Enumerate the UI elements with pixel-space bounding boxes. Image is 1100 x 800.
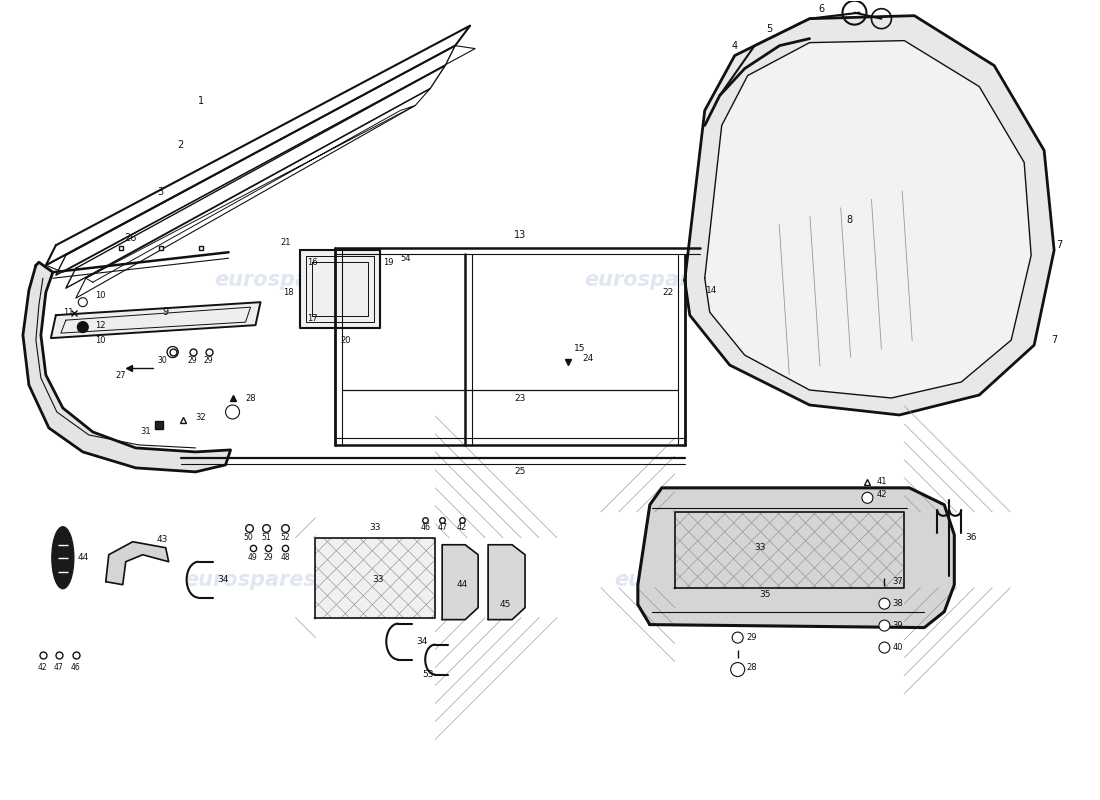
Circle shape bbox=[862, 492, 873, 503]
Text: 46: 46 bbox=[70, 663, 80, 672]
Text: 10: 10 bbox=[96, 290, 106, 300]
Circle shape bbox=[226, 405, 240, 419]
Text: 47: 47 bbox=[437, 523, 448, 532]
Text: 33: 33 bbox=[370, 523, 381, 532]
Polygon shape bbox=[106, 542, 168, 585]
Polygon shape bbox=[488, 545, 525, 620]
Text: 53: 53 bbox=[422, 670, 435, 679]
Text: 20: 20 bbox=[340, 336, 351, 345]
Polygon shape bbox=[705, 41, 1031, 398]
Circle shape bbox=[730, 662, 745, 677]
Circle shape bbox=[167, 346, 178, 358]
Polygon shape bbox=[51, 302, 261, 338]
Text: 39: 39 bbox=[892, 621, 903, 630]
Text: 33: 33 bbox=[754, 543, 766, 552]
Text: 13: 13 bbox=[514, 230, 526, 240]
Text: 42: 42 bbox=[458, 523, 468, 532]
Text: 2: 2 bbox=[177, 141, 184, 150]
Text: 35: 35 bbox=[759, 590, 770, 599]
Text: 44: 44 bbox=[456, 580, 468, 589]
Text: 29: 29 bbox=[204, 355, 213, 365]
Text: 40: 40 bbox=[892, 643, 903, 652]
Circle shape bbox=[879, 620, 890, 631]
Text: 28: 28 bbox=[245, 394, 256, 402]
Polygon shape bbox=[442, 545, 478, 620]
Text: 31: 31 bbox=[141, 427, 151, 437]
Polygon shape bbox=[674, 512, 904, 588]
Text: 7: 7 bbox=[1056, 240, 1063, 250]
Text: 43: 43 bbox=[157, 535, 168, 544]
Text: 23: 23 bbox=[515, 394, 526, 402]
Text: 29: 29 bbox=[747, 633, 757, 642]
Text: 49: 49 bbox=[248, 554, 257, 562]
Text: 3: 3 bbox=[157, 187, 164, 198]
Text: 51: 51 bbox=[262, 534, 272, 542]
Text: eurospares: eurospares bbox=[614, 570, 746, 590]
Text: 12: 12 bbox=[96, 321, 106, 330]
Polygon shape bbox=[685, 16, 1054, 415]
Text: 5: 5 bbox=[767, 24, 772, 34]
Text: 21: 21 bbox=[280, 238, 290, 246]
Text: 9: 9 bbox=[163, 307, 168, 317]
Circle shape bbox=[733, 632, 744, 643]
Text: 22: 22 bbox=[662, 288, 673, 297]
Text: 1: 1 bbox=[198, 95, 204, 106]
Text: 50: 50 bbox=[243, 534, 253, 542]
Text: 7: 7 bbox=[1050, 335, 1057, 345]
Circle shape bbox=[167, 346, 178, 358]
Text: eurospares: eurospares bbox=[214, 270, 346, 290]
Text: 38: 38 bbox=[892, 599, 903, 608]
Text: 4: 4 bbox=[732, 41, 738, 50]
Text: 54: 54 bbox=[400, 254, 410, 262]
Text: 18: 18 bbox=[283, 288, 294, 297]
Text: 47: 47 bbox=[54, 663, 64, 672]
Text: 37: 37 bbox=[892, 577, 903, 586]
Text: 15: 15 bbox=[574, 343, 585, 353]
Text: 29: 29 bbox=[188, 355, 197, 365]
Text: 44: 44 bbox=[77, 554, 88, 562]
Text: 48: 48 bbox=[280, 554, 290, 562]
Text: 17: 17 bbox=[307, 314, 318, 322]
Text: 52: 52 bbox=[280, 534, 290, 542]
Text: 46: 46 bbox=[420, 523, 430, 532]
Text: 42: 42 bbox=[877, 490, 887, 499]
Text: 19: 19 bbox=[383, 258, 394, 266]
Circle shape bbox=[77, 322, 88, 333]
Circle shape bbox=[78, 298, 87, 306]
Text: 27: 27 bbox=[116, 370, 127, 379]
Text: 25: 25 bbox=[515, 467, 526, 476]
Circle shape bbox=[879, 598, 890, 609]
Text: 33: 33 bbox=[373, 575, 384, 584]
Text: 32: 32 bbox=[196, 414, 206, 422]
Text: 11: 11 bbox=[64, 308, 74, 317]
Text: 26: 26 bbox=[124, 234, 136, 243]
Text: 6: 6 bbox=[818, 4, 825, 14]
Text: 42: 42 bbox=[39, 663, 47, 672]
Text: 8: 8 bbox=[846, 215, 852, 226]
Text: 24: 24 bbox=[582, 354, 594, 362]
Text: 16: 16 bbox=[307, 258, 318, 266]
Polygon shape bbox=[638, 488, 955, 628]
Text: 30: 30 bbox=[157, 355, 167, 365]
Text: 45: 45 bbox=[499, 600, 510, 609]
Text: 41: 41 bbox=[877, 478, 887, 486]
Text: 10: 10 bbox=[96, 336, 106, 345]
Text: 34: 34 bbox=[417, 637, 428, 646]
Polygon shape bbox=[23, 262, 231, 472]
Text: 28: 28 bbox=[746, 663, 757, 672]
Text: 36: 36 bbox=[966, 534, 977, 542]
Circle shape bbox=[879, 642, 890, 653]
Text: 34: 34 bbox=[217, 575, 229, 584]
Text: 14: 14 bbox=[706, 286, 717, 294]
Ellipse shape bbox=[52, 526, 74, 589]
Polygon shape bbox=[300, 250, 381, 328]
Text: eurospares: eurospares bbox=[185, 570, 317, 590]
Polygon shape bbox=[316, 538, 436, 618]
Text: eurospares: eurospares bbox=[584, 270, 716, 290]
Text: 29: 29 bbox=[264, 554, 273, 562]
